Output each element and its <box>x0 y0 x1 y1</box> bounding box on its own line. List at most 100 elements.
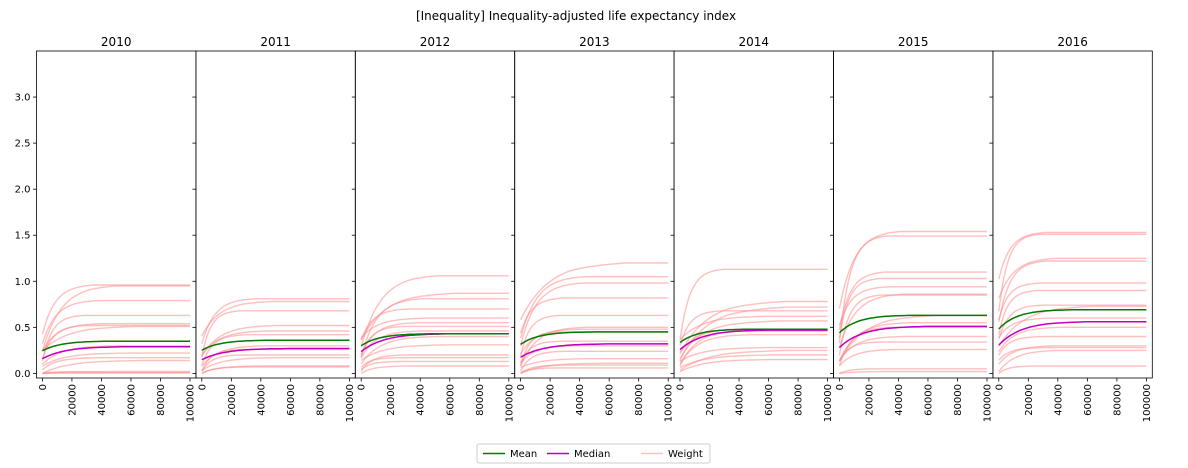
weight-line <box>201 310 350 358</box>
weight-line <box>42 372 190 375</box>
y-tick-label: 2.5 <box>15 139 31 150</box>
legend: Mean Median Weight <box>476 443 711 464</box>
weight-line <box>998 260 1147 323</box>
mean-line <box>42 340 190 352</box>
weight-line <box>519 326 669 367</box>
x-tick-label: 20000 <box>546 384 557 416</box>
median-line <box>838 325 987 349</box>
x-tick-label: 20000 <box>864 384 875 416</box>
panel-title: 2012 <box>420 35 451 49</box>
weight-line <box>998 304 1147 340</box>
weight-line <box>839 368 987 375</box>
x-tick-label: 0 <box>835 384 846 390</box>
x-tick-label: 0 <box>357 384 368 390</box>
weight-line <box>998 326 1147 352</box>
median-line <box>42 345 190 360</box>
panel-title: 2010 <box>101 35 132 49</box>
legend-box <box>476 443 711 464</box>
weight-line <box>360 330 509 359</box>
weight-line <box>519 262 669 321</box>
mean-line <box>838 314 987 334</box>
x-tick-label: 60000 <box>286 384 297 416</box>
weight-line <box>201 345 350 367</box>
weight-line <box>998 335 1147 356</box>
x-tick-label: 40000 <box>735 384 746 416</box>
weight-line <box>360 344 509 361</box>
weight-line <box>998 317 1147 338</box>
weight-line <box>520 364 669 374</box>
x-tick-label: 80000 <box>156 384 167 416</box>
weight-line <box>201 334 350 366</box>
x-tick-label: 80000 <box>475 384 486 416</box>
mean-line <box>520 331 669 346</box>
x-tick-label: 40000 <box>575 384 586 416</box>
weight-line <box>519 340 669 363</box>
x-tick-label: 100000 <box>504 384 515 422</box>
x-tick-label: 40000 <box>256 384 267 416</box>
weight-line <box>679 268 828 341</box>
panels: 2010 0.0 0.5 1.0 1.5 2.0 2.5 3.0 0 20000 40000 6000… <box>15 35 1153 422</box>
x-tick-label: 100000 <box>983 384 994 422</box>
weight-line <box>838 326 987 367</box>
x-tick-label: 20000 <box>705 384 716 416</box>
x-tick-label: 20000 <box>227 384 238 416</box>
weight-line <box>679 346 828 363</box>
weight-line <box>519 282 669 346</box>
x-tick-label: 80000 <box>315 384 326 416</box>
weight-line <box>360 275 509 348</box>
panel-2012: 2012 0 20000 40000 60000 80000 100000 <box>351 35 515 422</box>
legend-label-weight: Weight <box>668 449 703 460</box>
y-tick-label: 2.0 <box>15 185 31 196</box>
weight-line <box>838 277 987 339</box>
weight-line <box>360 298 509 358</box>
weight-line <box>679 358 828 373</box>
panel-title: 2014 <box>739 35 770 49</box>
weight-line <box>679 334 828 365</box>
weight-line <box>360 322 509 355</box>
weight-line <box>998 305 1147 347</box>
weight-line <box>360 325 509 357</box>
panel-2013: 2013 0 20000 40000 60000 80000 100000 <box>511 35 675 422</box>
weight-line <box>998 365 1147 374</box>
x-tick-label: 20000 <box>1024 384 1035 416</box>
weight-line <box>41 314 190 362</box>
weight-line <box>201 357 350 371</box>
median-line <box>998 321 1147 346</box>
weight-line <box>679 300 828 355</box>
weight-line <box>519 314 669 356</box>
panel-frame <box>833 50 994 379</box>
x-tick-label: 0 <box>197 384 208 390</box>
x-tick-label: 0 <box>994 384 1005 390</box>
weight-line <box>519 297 669 334</box>
legend-label-median: Median <box>574 449 610 460</box>
y-tick-label: 0.0 <box>15 369 31 380</box>
weight-line <box>679 310 828 346</box>
x-tick-label: 40000 <box>416 384 427 416</box>
x-tick-label: 0 <box>38 384 49 390</box>
panel-2011: 2011 0 20000 40000 60000 80000 100000 <box>192 35 356 422</box>
weight-line <box>519 350 669 372</box>
weight-line <box>679 306 828 360</box>
panel-2014: 2014 0 20000 40000 60000 80000 100000 <box>670 35 834 422</box>
weight-line <box>42 359 190 375</box>
weight-line <box>998 346 1147 361</box>
median-line <box>201 347 350 361</box>
panel-title: 2015 <box>898 35 929 49</box>
x-tick-label: 80000 <box>1112 384 1123 416</box>
weight-line <box>838 294 987 356</box>
weight-line <box>838 230 987 309</box>
weight-line <box>41 357 190 371</box>
weight-line <box>42 370 190 375</box>
chart-title: [Inequality] Inequality-adjusted life ex… <box>416 9 736 23</box>
weight-line <box>41 324 190 360</box>
x-tick-label: 0 <box>676 384 687 390</box>
weight-line <box>998 233 1147 312</box>
weight-line <box>360 308 509 341</box>
weight-line <box>201 330 350 357</box>
weight-line <box>838 341 987 363</box>
weight-line <box>998 349 1147 373</box>
x-tick-label: 60000 <box>445 384 456 416</box>
weight-line <box>201 354 350 372</box>
weight-line <box>201 324 350 356</box>
